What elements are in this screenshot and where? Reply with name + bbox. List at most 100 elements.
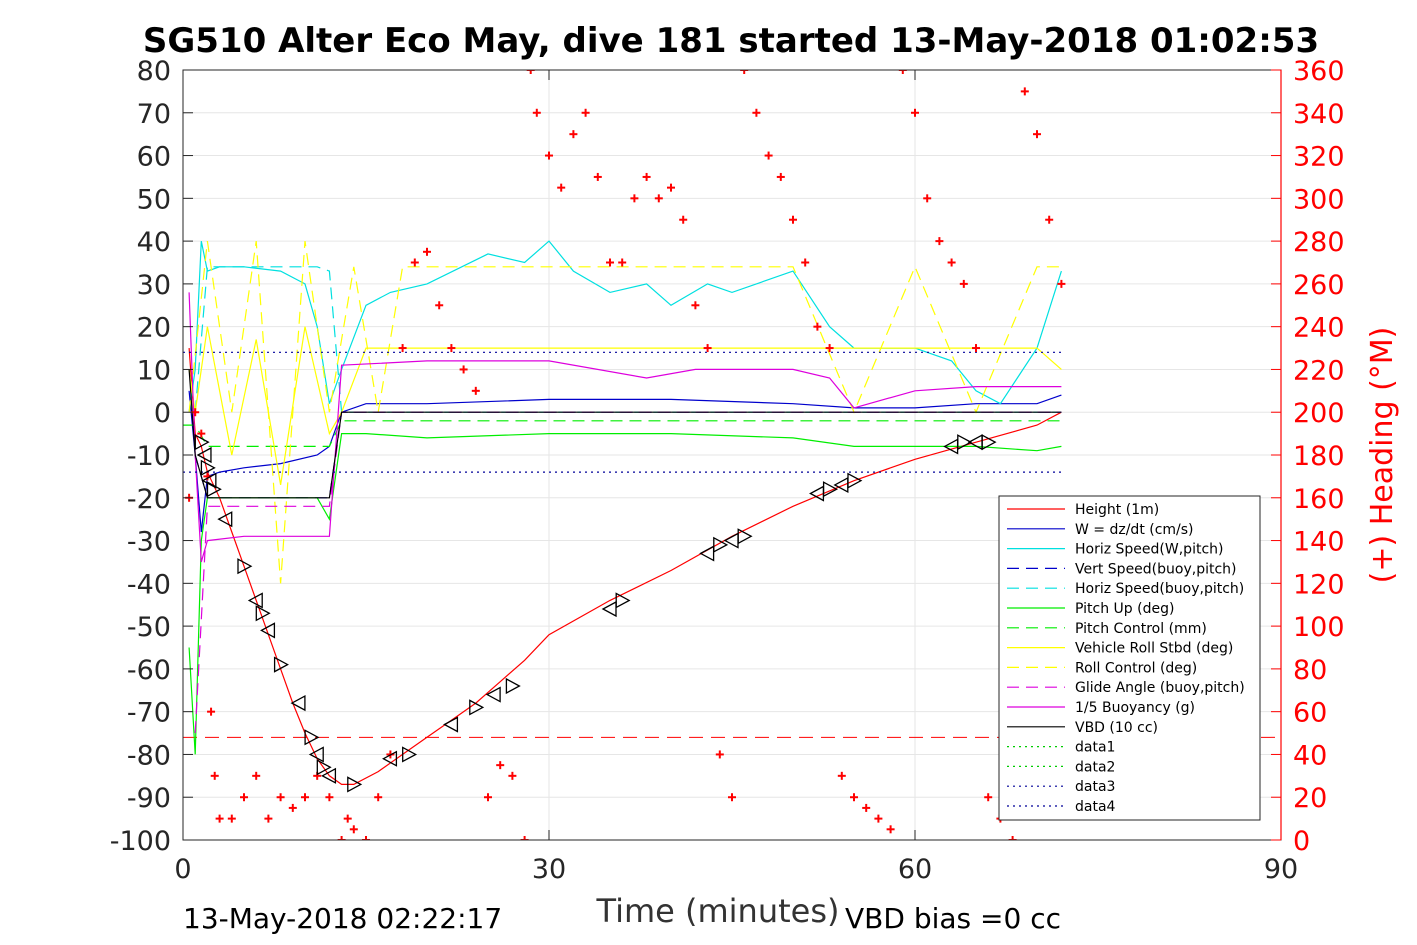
- x-tick-label: 60: [898, 854, 932, 885]
- heading-point: [740, 70, 749, 74]
- series-line-4: [194, 266, 1062, 413]
- y-tick-label: 70: [137, 99, 171, 130]
- heading-point: [1045, 215, 1054, 224]
- series-line-8: [188, 241, 1062, 584]
- chart-title: SG510 Alter Eco May, dive 181 started 13…: [143, 21, 1319, 61]
- heading-point: [691, 301, 700, 310]
- heading-point: [764, 151, 773, 160]
- y-tick-label: 20: [137, 313, 171, 344]
- triangle-marker: [847, 472, 863, 489]
- y-right-tick-label: 100: [1293, 612, 1345, 643]
- footnote-vbd-bias: VBD bias =0 cc: [845, 902, 1061, 935]
- footnote-timestamp: 13-May-2018 02:22:17: [183, 902, 502, 935]
- triangle-marker: [290, 695, 306, 712]
- triangle-marker: [822, 481, 838, 498]
- x-tick-label: 30: [532, 854, 566, 885]
- y-tick-label: -90: [127, 783, 171, 814]
- triangle-marker: [382, 750, 398, 767]
- triangle-marker: [255, 605, 271, 622]
- legend-entry: Pitch Control (mm): [1075, 621, 1207, 637]
- y-tick-label: -50: [127, 612, 171, 643]
- triangle-marker: [402, 746, 418, 763]
- heading-point: [984, 793, 993, 802]
- legend-entry: Roll Control (deg): [1075, 660, 1197, 676]
- heading-point: [947, 258, 956, 267]
- heading-point: [343, 814, 352, 823]
- heading-point: [349, 825, 358, 834]
- heading-point: [606, 258, 614, 267]
- heading-point: [874, 814, 883, 823]
- heading-point: [471, 386, 480, 395]
- y-right-tick-label: 260: [1293, 270, 1345, 301]
- heading-point: [654, 194, 663, 203]
- heading-point: [1057, 279, 1066, 288]
- y-tick-label: -30: [127, 527, 171, 558]
- y-right-tick-label: 40: [1293, 740, 1327, 771]
- heading-point: [898, 70, 907, 74]
- triangle-marker: [485, 686, 501, 703]
- heading-point: [776, 172, 785, 181]
- legend-entry: Height (1m): [1075, 502, 1159, 518]
- triangle-marker: [699, 545, 715, 562]
- legend: Height (1m) W = dz/dt (cm/s) Horiz Speed(W…: [998, 495, 1261, 821]
- y-tick-label: 80: [137, 56, 171, 87]
- series-line-0: [188, 348, 1062, 786]
- heading-point: [935, 237, 944, 246]
- y-tick-label: -80: [127, 740, 171, 771]
- plot-layer: [183, 70, 1281, 840]
- y-right-tick-label: 300: [1293, 184, 1345, 215]
- heading-point: [1033, 130, 1041, 139]
- heading-point: [1020, 87, 1029, 96]
- legend-box: [998, 495, 1261, 821]
- heading-point: [215, 814, 224, 823]
- heading-point: [410, 258, 419, 267]
- y-right-tick-label: 140: [1293, 527, 1345, 558]
- triangle-marker: [200, 459, 216, 476]
- heading-point: [484, 793, 492, 802]
- heading-point: [264, 814, 273, 823]
- legend-entry: 1/5 Buoyancy (g): [1075, 700, 1195, 716]
- y-right-tick-label: 160: [1293, 484, 1345, 515]
- heading-point: [423, 247, 431, 256]
- heading-point: [618, 258, 627, 267]
- y-right-tick-label: 340: [1293, 99, 1345, 130]
- legend-entry: VBD (10 cc): [1075, 720, 1158, 736]
- heading-point: [667, 183, 675, 192]
- y-right-tick-label: 80: [1293, 655, 1327, 686]
- triangle-marker: [321, 767, 337, 784]
- legend-entry: data1: [1075, 740, 1115, 756]
- legend-entry: Horiz Speed(buoy,pitch): [1075, 581, 1244, 597]
- triangle-marker: [981, 434, 997, 451]
- heading-point: [959, 279, 968, 288]
- triangle-marker: [443, 716, 459, 733]
- heading-point: [276, 793, 285, 802]
- triangle-marker: [957, 434, 973, 451]
- heading-point: [813, 322, 822, 331]
- heading-point: [972, 344, 980, 353]
- heading-point: [911, 108, 919, 117]
- y-right-tick-label: 280: [1293, 227, 1345, 258]
- ticks: 0 30 60 9080706050403020100-10-20-30-40-50-…: [110, 56, 1345, 885]
- heading-point: [630, 194, 639, 203]
- series-line-7: [188, 326, 1062, 485]
- triangle-marker: [304, 729, 320, 746]
- y-right-tick-label: 220: [1293, 355, 1345, 386]
- heading-point: [715, 750, 724, 759]
- heading-point: [337, 836, 346, 840]
- triangle-marker: [201, 472, 217, 489]
- x-tick-label: 90: [1264, 854, 1298, 885]
- heading-point: [508, 771, 517, 780]
- y-tick-label: -10: [127, 441, 171, 472]
- heading-point: [520, 836, 529, 840]
- heading-point: [207, 707, 216, 716]
- triangle-marker: [217, 511, 233, 528]
- triangle-marker: [206, 481, 222, 498]
- heading-point: [197, 429, 206, 438]
- y-right-tick-label: 0: [1293, 826, 1310, 857]
- y-tick-label: 30: [137, 270, 171, 301]
- heading-point: [825, 344, 834, 353]
- y-tick-label: 40: [137, 227, 171, 258]
- heading-point: [210, 771, 219, 780]
- heading-point: [288, 803, 297, 812]
